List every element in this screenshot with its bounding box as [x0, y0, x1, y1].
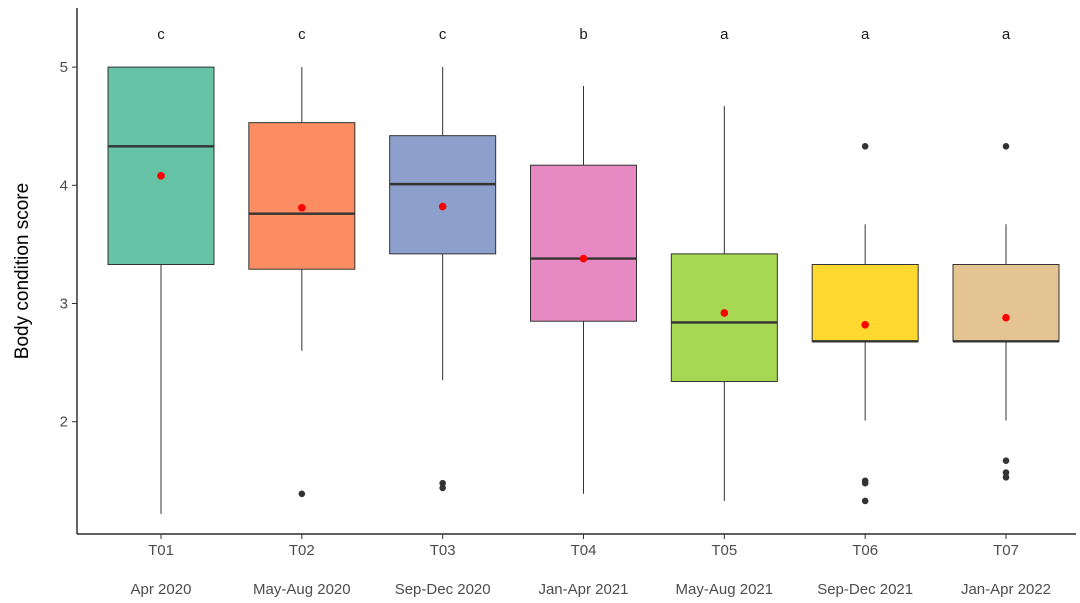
x-tick-label: T01	[148, 542, 174, 559]
y-tick-label: 2	[60, 414, 68, 431]
box-t01	[107, 66, 215, 265]
outlier-point	[1002, 142, 1010, 150]
x-tick-label: T06	[852, 542, 878, 559]
x-period-label: Apr 2020	[131, 581, 192, 598]
outlier-point	[298, 490, 306, 498]
plot-area: 2 3 4 5 c T01 Apr 2020 c T02 May-Aug 2020 c T03 Sep-…	[60, 8, 1076, 598]
box-t04	[530, 164, 637, 322]
significance-letter: c	[298, 26, 306, 43]
x-tick-label: T03	[430, 542, 456, 559]
x-period-label: Jan-Apr 2021	[538, 581, 628, 598]
y-tick-label: 5	[60, 59, 68, 76]
outlier-point	[1002, 457, 1010, 465]
box-t05	[670, 253, 778, 383]
x-tick-label: T05	[711, 542, 737, 559]
x-period-label: May-Aug 2020	[253, 581, 351, 598]
box-t03	[389, 135, 497, 255]
mean-point	[579, 254, 588, 263]
outlier-point	[439, 479, 446, 487]
y-tick-label: 4	[60, 177, 68, 194]
mean-point	[720, 309, 729, 317]
y-axis-title: Body condition score	[12, 183, 33, 359]
significance-letter: b	[579, 26, 587, 43]
mean-point	[861, 320, 869, 329]
mean-point	[298, 203, 306, 212]
x-period-label: Jan-Apr 2022	[961, 581, 1051, 598]
box-t06	[811, 263, 919, 342]
mean-point	[1002, 313, 1010, 322]
y-tick-label: 3	[60, 296, 68, 313]
x-period-label: Sep-Dec 2020	[395, 581, 491, 598]
x-tick-label: T02	[289, 542, 315, 559]
outlier-point	[1002, 469, 1010, 476]
significance-letter: a	[1002, 26, 1011, 43]
significance-letter: a	[861, 26, 870, 43]
mean-point	[157, 172, 165, 180]
significance-letter: a	[720, 26, 729, 43]
significance-letter: c	[439, 26, 447, 43]
outlier-point	[439, 484, 446, 492]
x-period-label: May-Aug 2021	[676, 581, 774, 598]
outlier-point	[1002, 473, 1010, 481]
outlier-point	[861, 142, 869, 150]
box-t02	[248, 122, 356, 270]
mean-point	[438, 202, 447, 211]
x-tick-label: T07	[993, 542, 1019, 559]
outlier-point	[861, 479, 869, 487]
x-period-label: Sep-Dec 2021	[817, 581, 913, 598]
outlier-point	[861, 497, 869, 505]
box-t07	[952, 263, 1060, 342]
significance-letter: c	[157, 26, 165, 43]
x-tick-label: T04	[571, 542, 597, 559]
